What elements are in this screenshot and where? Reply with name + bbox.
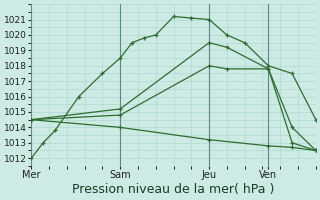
X-axis label: Pression niveau de la mer( hPa ): Pression niveau de la mer( hPa ) bbox=[72, 183, 275, 196]
